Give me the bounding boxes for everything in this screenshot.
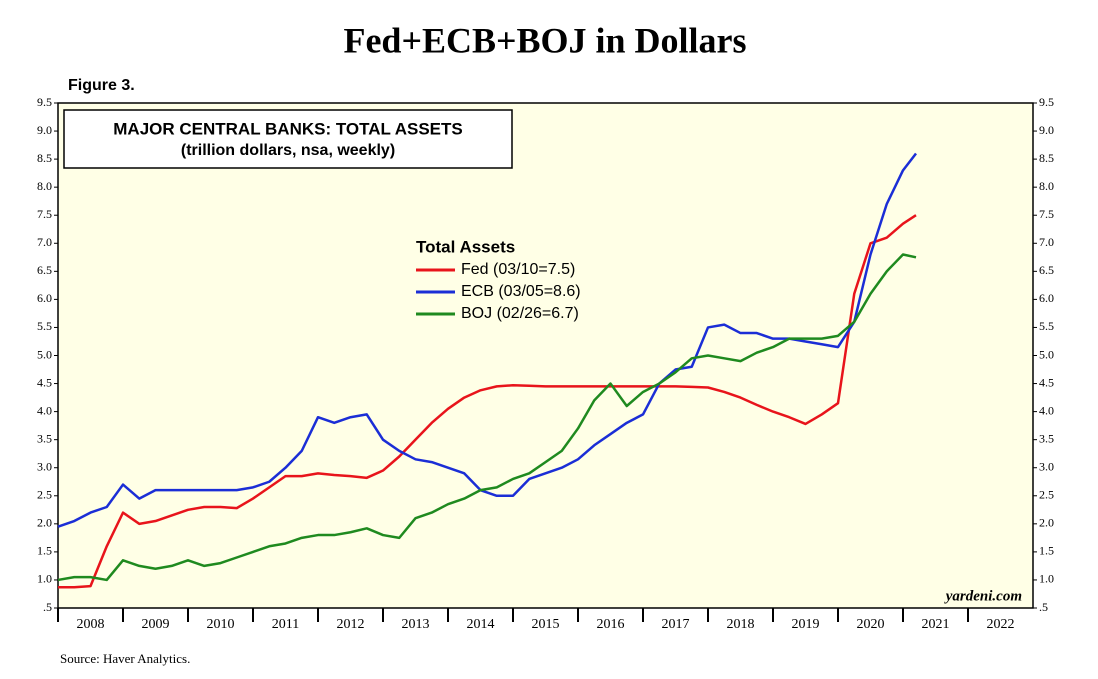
y-tick-label: 5.5	[37, 319, 52, 333]
figure-label: Figure 3.	[68, 77, 135, 94]
y2-tick-label: 8.0	[1039, 179, 1054, 193]
legend-title: Total Assets	[416, 237, 515, 256]
x-tick-label: 2018	[727, 617, 755, 632]
y2-tick-label: 1.0	[1039, 572, 1054, 586]
y2-tick-label: 4.0	[1039, 403, 1054, 417]
y-tick-label: 6.5	[37, 263, 52, 277]
y-tick-label: 1.5	[37, 544, 52, 558]
legend-label: ECB (03/05=8.6)	[461, 283, 581, 300]
y-tick-label: 4.5	[37, 375, 52, 389]
y2-tick-label: 5.0	[1039, 347, 1054, 361]
y2-tick-label: 7.0	[1039, 235, 1054, 249]
y2-tick-label: 3.0	[1039, 459, 1054, 473]
box-title: MAJOR CENTRAL BANKS: TOTAL ASSETS	[113, 119, 462, 138]
source-note: Source: Haver Analytics.	[60, 651, 190, 666]
x-tick-label: 2017	[662, 617, 690, 632]
y2-tick-label: 1.5	[1039, 544, 1054, 558]
x-tick-label: 2011	[272, 617, 299, 632]
y2-tick-label: 6.0	[1039, 291, 1054, 305]
y-tick-label: 7.0	[37, 235, 52, 249]
y-tick-label: 7.5	[37, 207, 52, 221]
x-tick-label: 2013	[402, 617, 430, 632]
y-tick-label: 8.5	[37, 151, 52, 165]
x-tick-label: 2015	[532, 617, 560, 632]
y2-tick-label: 9.5	[1039, 95, 1054, 109]
y-tick-label: 3.0	[37, 459, 52, 473]
y-tick-label: 9.5	[37, 95, 52, 109]
y-tick-label: 4.0	[37, 403, 52, 417]
y2-tick-label: 2.0	[1039, 516, 1054, 530]
y2-tick-label: 9.0	[1039, 123, 1054, 137]
series-line	[57, 152, 917, 528]
x-tick-label: 2019	[792, 617, 820, 632]
x-tick-label: 2020	[857, 617, 885, 632]
y2-tick-label: .5	[1039, 600, 1048, 614]
y2-tick-label: 5.5	[1039, 319, 1054, 333]
x-tick-label: 2021	[922, 617, 950, 632]
x-tick-label: 2014	[467, 617, 495, 632]
marks	[57, 152, 917, 589]
y-tick-label: 2.0	[37, 516, 52, 530]
y-tick-label: 3.5	[37, 431, 52, 445]
box-subtitle: (trillion dollars, nsa, weekly)	[181, 142, 395, 159]
y-tick-label: 2.5	[37, 488, 52, 502]
y-tick-label: 9.0	[37, 123, 52, 137]
x-tick-label: 2010	[207, 617, 235, 632]
legend-label: BOJ (02/26=6.7)	[461, 305, 579, 322]
x-tick-label: 2009	[142, 617, 170, 632]
chart-title: Fed+ECB+BOJ in Dollars	[343, 20, 746, 60]
x-tick-label: 2008	[77, 617, 105, 632]
watermark: yardeni.com	[944, 588, 1022, 604]
plot-area	[57, 102, 1034, 609]
x-tick-label: 2016	[597, 617, 625, 632]
y-tick-label: 8.0	[37, 179, 52, 193]
y-tick-label: .5	[43, 600, 52, 614]
y2-tick-label: 7.5	[1039, 207, 1054, 221]
series-line	[57, 253, 917, 582]
y2-tick-label: 3.5	[1039, 431, 1054, 445]
title-box	[63, 109, 513, 169]
y2-tick-label: 6.5	[1039, 263, 1054, 277]
y-tick-label: 1.0	[37, 572, 52, 586]
y2-tick-label: 2.5	[1039, 488, 1054, 502]
y2-tick-label: 8.5	[1039, 151, 1054, 165]
x-tick-label: 2012	[337, 617, 365, 632]
x-tick-label: 2022	[987, 617, 1015, 632]
y2-tick-label: 4.5	[1039, 375, 1054, 389]
series-line	[58, 214, 917, 589]
y-tick-label: 6.0	[37, 291, 52, 305]
y-tick-label: 5.0	[37, 347, 52, 361]
legend-label: Fed (03/10=7.5)	[461, 261, 575, 278]
